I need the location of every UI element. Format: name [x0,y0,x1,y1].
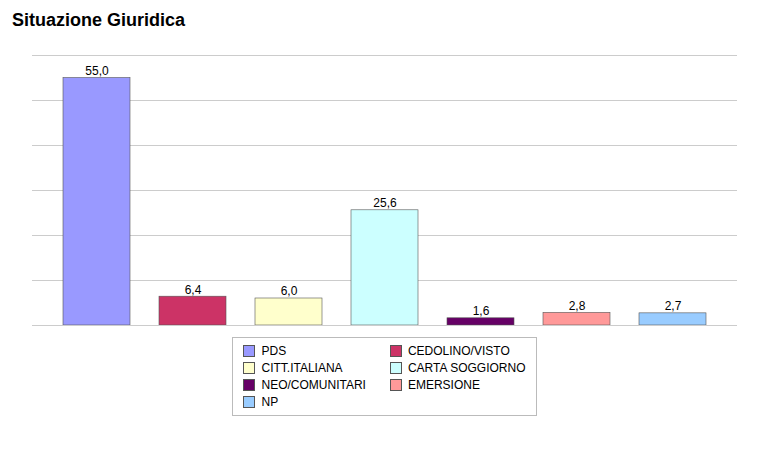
html-text:CARTA SOGGIORNO: CARTA SOGGIORNO [407,361,526,375]
html-text:Situazione Giuridica: Situazione Giuridica [12,10,185,30]
svg-text:6,0: 6,0 [281,284,298,298]
svg-text:1,6: 1,6 [473,304,490,318]
html-text:CITT.ITALIANA: CITT.ITALIANA [261,361,343,375]
html-text:NEO/COMUNITARI: NEO/COMUNITARI [261,378,366,392]
html-text:NP: NP [261,395,279,409]
svg-text:6,4: 6,4 [185,283,202,297]
svg-text:25,6: 25,6 [373,196,397,210]
svg-text:2,8: 2,8 [569,299,586,313]
html-text:PDS: PDS [261,344,287,358]
html-text:CEDOLINO/VISTO: CEDOLINO/VISTO [407,344,510,358]
html-text:EMERSIONE: EMERSIONE [407,378,480,392]
svg-text:2,7: 2,7 [665,299,682,313]
svg-text:55,0: 55,0 [85,64,109,78]
